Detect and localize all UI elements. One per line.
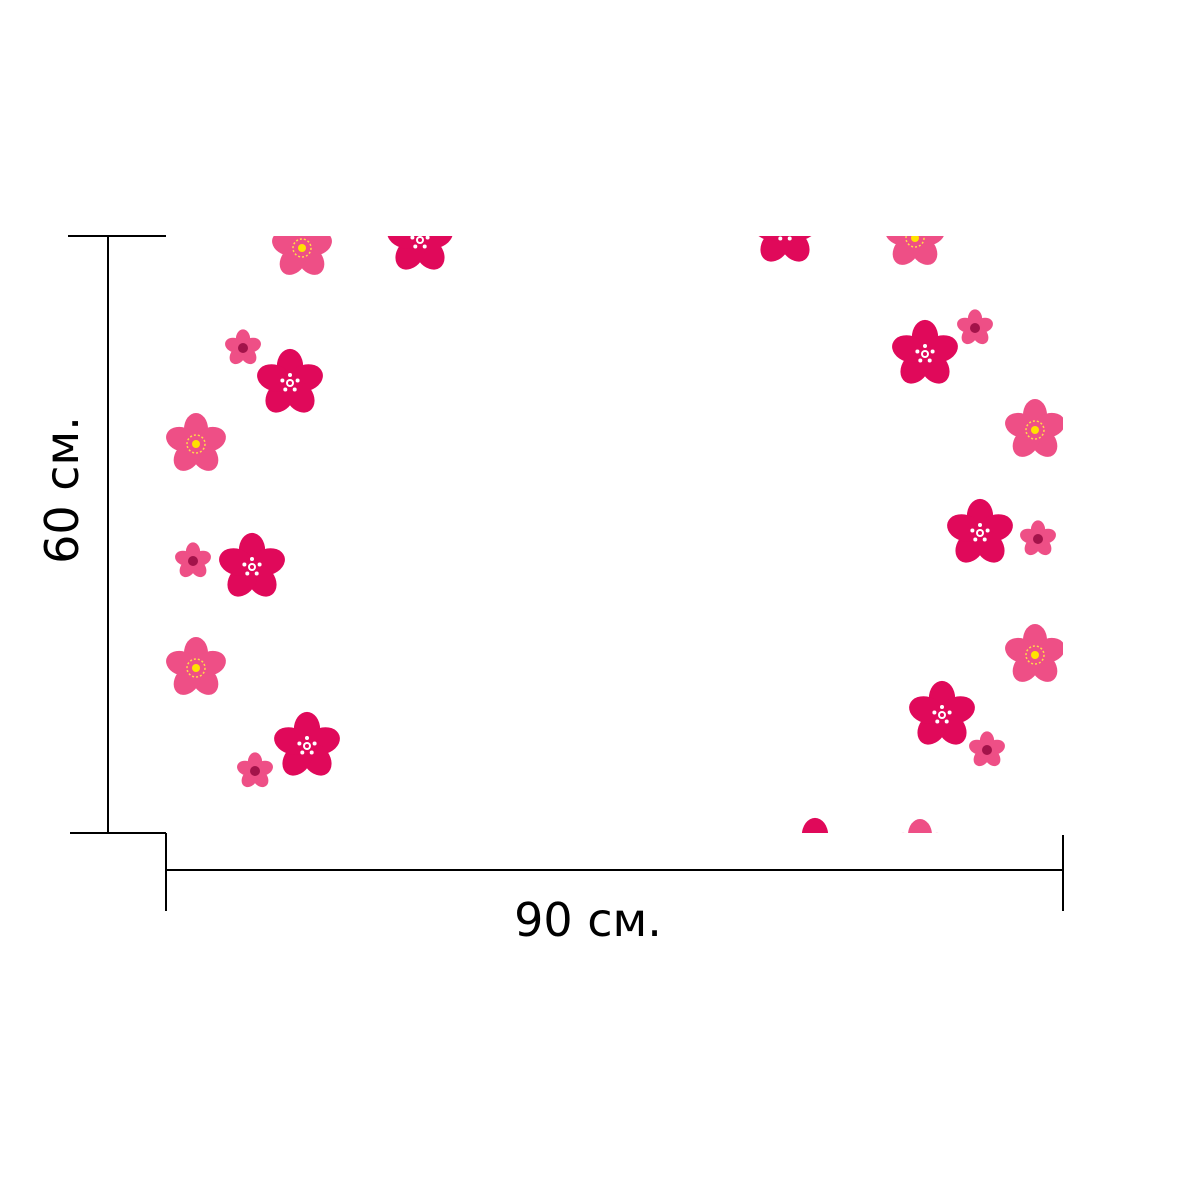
flower bbox=[888, 320, 961, 389]
flower bbox=[383, 206, 456, 275]
flower bbox=[1002, 399, 1068, 462]
flower bbox=[223, 329, 263, 367]
flower bbox=[778, 818, 851, 887]
flower bbox=[955, 309, 995, 347]
width-dimension: 90 см. bbox=[165, 833, 1064, 947]
flower bbox=[887, 819, 953, 882]
flower bbox=[748, 198, 821, 267]
flower bbox=[1002, 624, 1068, 687]
height-dimension: 60 см. bbox=[35, 235, 166, 834]
width-label: 90 см. bbox=[514, 893, 662, 947]
flower bbox=[235, 752, 275, 790]
flower bbox=[173, 542, 213, 580]
flower bbox=[163, 413, 229, 476]
height-label: 60 см. bbox=[35, 416, 89, 564]
flower bbox=[270, 712, 343, 781]
flower bbox=[967, 731, 1007, 769]
flower-pattern bbox=[163, 198, 1068, 887]
flower bbox=[253, 349, 326, 418]
flower bbox=[905, 681, 978, 750]
flower bbox=[269, 217, 335, 280]
flower bbox=[882, 207, 948, 270]
flower bbox=[215, 533, 288, 602]
flower bbox=[163, 637, 229, 700]
flower bbox=[1018, 520, 1058, 558]
flower bbox=[943, 499, 1016, 568]
